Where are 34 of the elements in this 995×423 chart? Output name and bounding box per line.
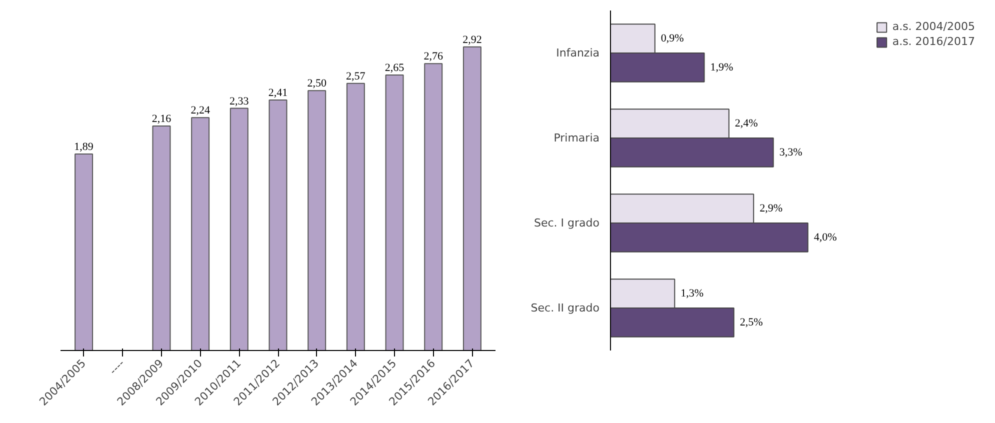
y-tick-label: Sec. I grado [534, 216, 600, 230]
data-label: 2,9% [760, 202, 783, 215]
data-label: 2,16 [152, 112, 172, 125]
data-label: 1,9% [710, 61, 734, 74]
data-label: 0,9% [660, 32, 684, 45]
data-label: 2,33 [230, 95, 250, 108]
bar [385, 74, 404, 350]
legend-label: a.s. 2004/2005 [892, 20, 975, 33]
data-label: 2,50 [307, 78, 327, 90]
y-tick-label: Infanzia [556, 46, 600, 60]
data-label: 2,92 [462, 34, 482, 46]
bar [152, 125, 171, 350]
bar [462, 46, 482, 350]
data-label: 2,5% [740, 316, 763, 328]
data-label: 3,3% [779, 146, 802, 158]
bar [268, 99, 288, 350]
data-label: 2,24 [190, 104, 210, 117]
bar [191, 117, 210, 350]
y-tick-label: Sec. II grado [530, 302, 600, 314]
bar [230, 108, 248, 350]
data-label: 2,4% [734, 118, 758, 130]
y-tick-label: Primaria [554, 132, 600, 144]
bar [424, 63, 443, 350]
data-label: 2,57 [346, 70, 366, 82]
bar [74, 154, 94, 350]
data-label: 2,41 [268, 86, 288, 99]
data-label: 2,76 [424, 50, 444, 63]
data-label: 1,89 [74, 141, 94, 154]
legend-label: a.s. 2016/2017 [892, 35, 975, 48]
data-label: 1,3% [680, 288, 704, 300]
data-label: 2,65 [384, 62, 405, 74]
bar [308, 90, 326, 350]
data-label: 4,0% [814, 231, 837, 244]
bar [346, 82, 365, 350]
